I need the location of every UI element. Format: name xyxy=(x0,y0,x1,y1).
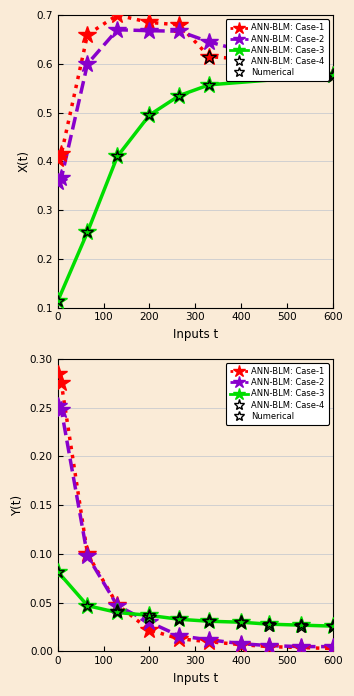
X-axis label: Inputs t: Inputs t xyxy=(173,328,218,341)
Legend: ANN-BLM: Case-1, ANN-BLM: Case-2, ANN-BLM: Case-3, ANN-BLM: Case-4, Numerical: ANN-BLM: Case-1, ANN-BLM: Case-2, ANN-BL… xyxy=(225,19,329,81)
Y-axis label: Y(t): Y(t) xyxy=(11,495,24,516)
X-axis label: Inputs t: Inputs t xyxy=(173,672,218,685)
Y-axis label: X(t): X(t) xyxy=(18,150,31,173)
Legend: ANN-BLM: Case-1, ANN-BLM: Case-2, ANN-BLM: Case-3, ANN-BLM: Case-4, Numerical: ANN-BLM: Case-1, ANN-BLM: Case-2, ANN-BL… xyxy=(225,363,329,425)
